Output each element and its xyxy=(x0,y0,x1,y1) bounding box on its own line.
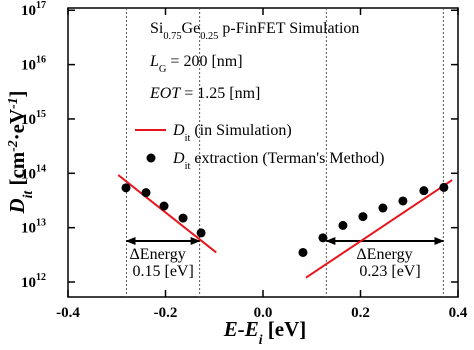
text-part: Ge xyxy=(182,20,201,37)
annotation: LG = 200 [nm] xyxy=(149,53,243,75)
tick-exp: 13 xyxy=(36,218,46,229)
data-point xyxy=(159,201,169,211)
text-part: Si xyxy=(150,20,164,37)
text-part: it xyxy=(185,161,191,172)
data-point xyxy=(378,203,388,213)
range-label: ΔEnergy xyxy=(130,246,186,263)
legend-label: Dit (in Simulation) xyxy=(172,122,292,144)
tick-exp: 16 xyxy=(36,55,46,66)
y-tick-label: 1014 xyxy=(21,163,46,182)
x-tick-label: -0.4 xyxy=(56,305,80,321)
data-point xyxy=(318,233,328,243)
legend-swatch xyxy=(146,153,156,163)
text-part: 0.75 xyxy=(163,31,181,42)
data-point xyxy=(358,212,368,222)
x-tick-label: 0.0 xyxy=(254,305,273,321)
text-part: D xyxy=(172,122,185,139)
text-part: ] xyxy=(5,90,29,97)
x-axis-label: E-Ei [eV] xyxy=(223,317,307,347)
tick-base: 10 xyxy=(21,112,36,128)
text-part: E-E xyxy=(223,317,259,341)
text-part: G xyxy=(159,64,167,75)
text-part: ·eV xyxy=(5,109,29,141)
tick-base: 10 xyxy=(21,275,36,291)
legend-label: Dit extraction (Terman's Method) xyxy=(172,150,384,172)
tick-base: 10 xyxy=(21,3,36,19)
data-point xyxy=(178,213,188,223)
data-point xyxy=(196,228,206,238)
data-point xyxy=(298,247,308,257)
y-tick-label: 1012 xyxy=(21,272,46,291)
text-part: L xyxy=(149,53,159,70)
y-tick-label: 1016 xyxy=(21,55,46,74)
text-part: p-FinFET Simulation xyxy=(218,20,359,37)
tick-base: 10 xyxy=(21,166,36,182)
annotation: Si0.75Ge0.25 p-FinFET Simulation xyxy=(150,20,359,42)
tick-exp: 12 xyxy=(36,272,46,283)
text-part: D xyxy=(5,198,29,214)
text-part: (in Simulation) xyxy=(190,122,291,139)
tick-base: 10 xyxy=(21,221,36,237)
data-point xyxy=(398,196,408,206)
text-part: [eV] xyxy=(263,317,307,341)
text-part: it xyxy=(20,190,35,199)
text-part: -1 xyxy=(5,97,20,108)
data-point xyxy=(121,183,131,193)
text-part: -2 xyxy=(5,140,20,152)
y-tick-label: 1017 xyxy=(21,0,46,19)
data-point xyxy=(439,182,449,192)
text-part: i xyxy=(259,332,263,347)
x-tick-label: 0.4 xyxy=(449,305,468,321)
text-part: EOT xyxy=(149,85,181,102)
tick-base: 10 xyxy=(21,58,36,74)
range-value-label: 0.23 [eV] xyxy=(359,263,420,280)
y-axis-label: Dit [cm-2·eV-1] xyxy=(5,90,35,214)
range-label: ΔEnergy xyxy=(356,246,412,263)
y-tick-label: 1013 xyxy=(21,218,46,237)
tick-exp: 14 xyxy=(36,163,46,174)
data-point xyxy=(141,188,151,198)
tick-exp: 15 xyxy=(36,109,46,120)
tick-exp: 17 xyxy=(36,0,46,11)
data-point xyxy=(419,186,429,196)
text-part: D xyxy=(172,150,185,167)
text-part: [cm xyxy=(5,151,29,191)
text-part: = 200 [nm] xyxy=(166,53,242,70)
range-value-label: 0.15 [eV] xyxy=(133,263,194,280)
data-point xyxy=(338,220,348,230)
text-part: it xyxy=(185,133,191,144)
text-part: extraction (Terman's Method) xyxy=(190,150,384,167)
x-tick-label: 0.2 xyxy=(351,305,370,321)
text-part: = 1.25 [nm] xyxy=(180,85,260,102)
x-tick-label: -0.2 xyxy=(154,305,178,321)
text-part: 0.25 xyxy=(200,31,218,42)
annotation: EOT = 1.25 [nm] xyxy=(149,85,260,102)
series-line xyxy=(117,174,453,279)
y-tick-label: 1015 xyxy=(21,109,46,128)
